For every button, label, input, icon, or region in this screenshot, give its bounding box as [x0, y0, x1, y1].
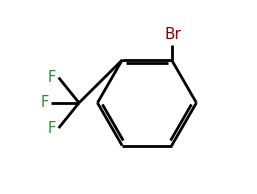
Text: Br: Br — [164, 27, 181, 42]
Text: F: F — [40, 95, 49, 110]
Text: F: F — [48, 120, 56, 136]
Text: F: F — [48, 70, 56, 85]
